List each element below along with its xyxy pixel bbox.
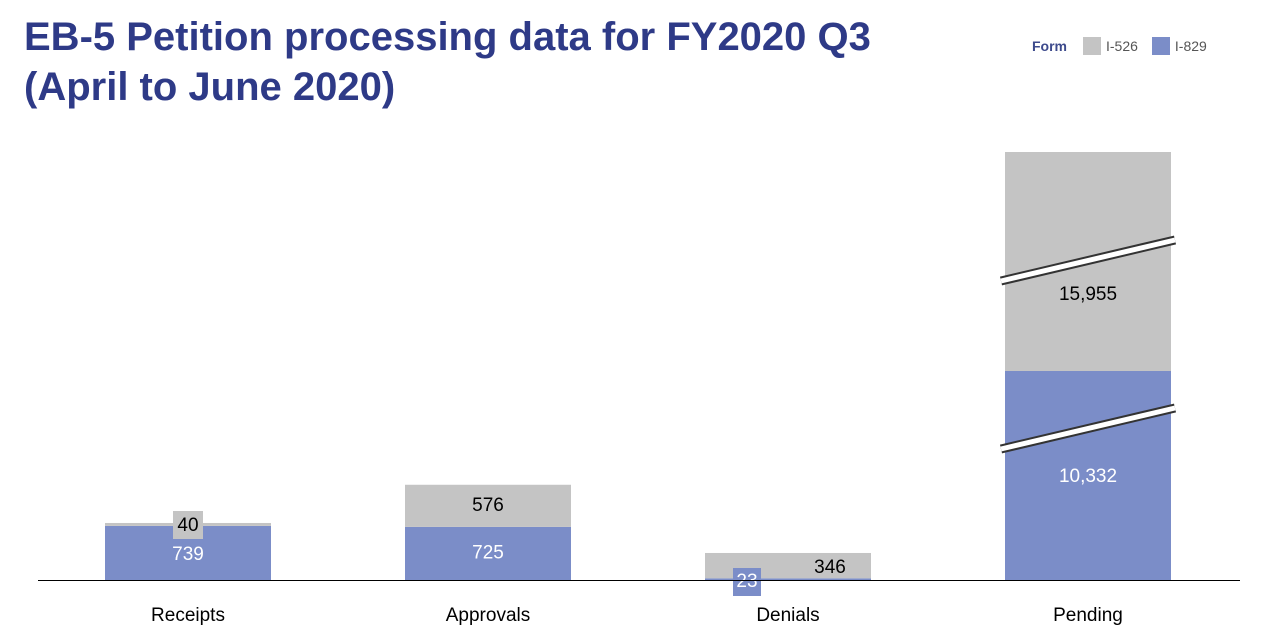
bar-i829-pending: [1005, 371, 1171, 580]
x-tick-label-denials: Denials: [756, 605, 819, 626]
label-i829-receipts: 739: [172, 544, 204, 565]
bar-i526-denials: [705, 552, 871, 579]
label-i829-pending: 10,332: [1059, 466, 1117, 487]
bar-i526-approvals: [405, 484, 571, 527]
legend-swatch-i526: [1083, 37, 1101, 55]
label-i526-denials: 346: [814, 557, 846, 578]
legend-label-i829: I-829: [1174, 38, 1207, 54]
x-tick-label-pending: Pending: [1053, 605, 1123, 626]
label-i526-approvals: 576: [472, 495, 504, 516]
x-tick-label-approvals: Approvals: [446, 605, 531, 626]
chart-title-line-1: EB-5 Petition processing data for FY2020…: [24, 15, 871, 59]
label-i526-receipts: 40: [177, 515, 198, 536]
bar-i829-denials: [705, 578, 871, 580]
bar-i829-approvals: [405, 526, 571, 580]
axis-break-2: [1000, 237, 1176, 284]
chart-title-line-2: (April to June 2020): [24, 65, 396, 109]
label-i526-pending: 15,955: [1059, 284, 1117, 305]
label-bg-i526-receipts: [173, 511, 203, 539]
legend-item-i829: I-829: [1151, 37, 1207, 55]
label-bg-i829-denials: [733, 568, 761, 596]
legend-label-i526: I-526: [1106, 38, 1138, 54]
legend-title: Form: [1032, 38, 1067, 54]
legend: Form I-526 I-829: [1032, 37, 1221, 55]
chart-title: EB-5 Petition processing data for FY2020…: [24, 12, 871, 112]
legend-swatch-i829: [1151, 37, 1170, 55]
legend-item-i526: I-526: [1083, 37, 1138, 55]
x-tick-label-receipts: Receipts: [151, 605, 225, 626]
label-i829-denials: 23: [736, 571, 757, 592]
axis-break-1: [1000, 405, 1176, 452]
label-i829-approvals: 725: [472, 542, 504, 563]
